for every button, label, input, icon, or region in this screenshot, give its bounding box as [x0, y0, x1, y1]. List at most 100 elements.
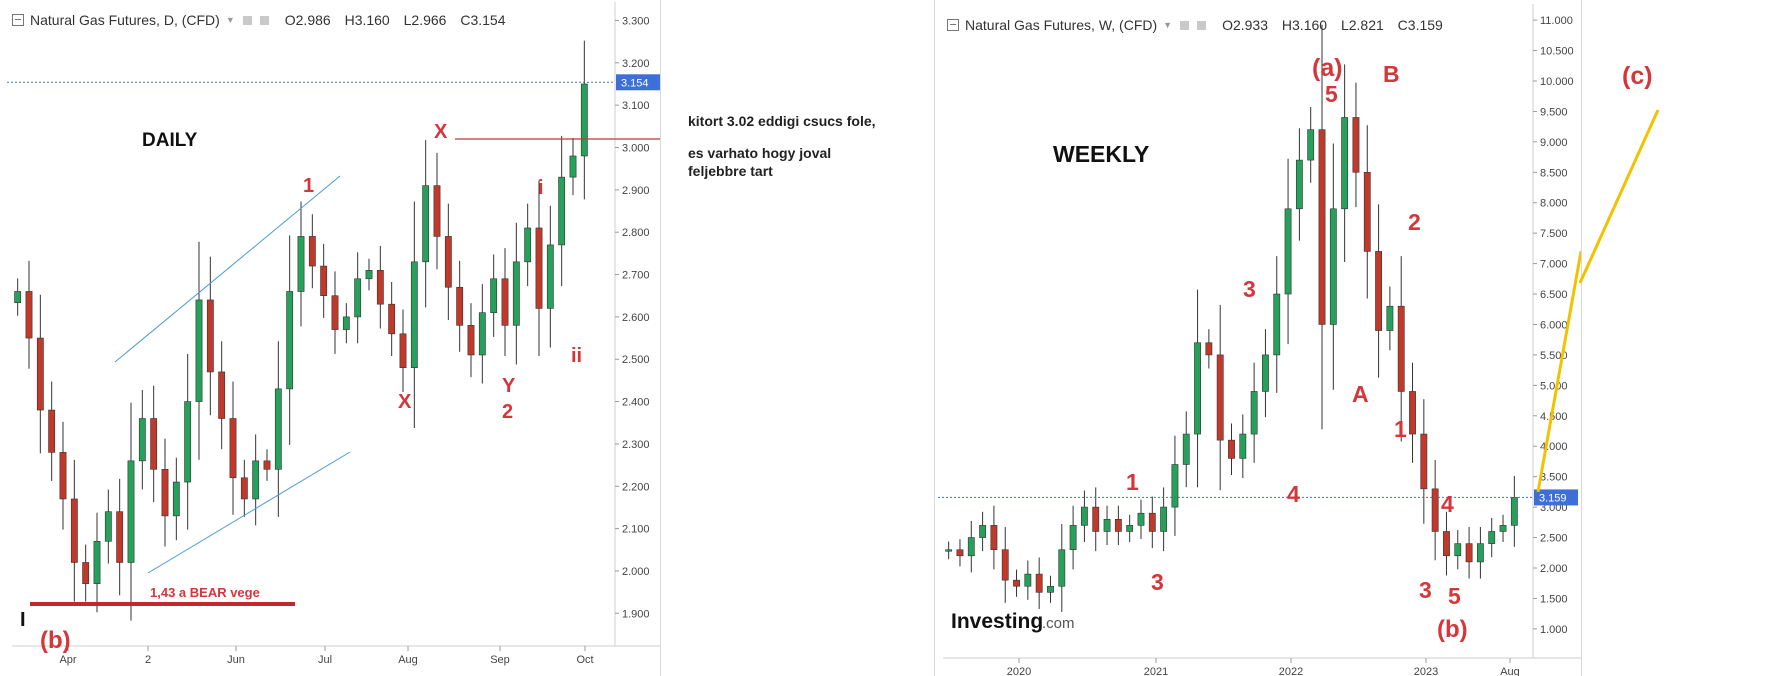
chevron-down-icon[interactable]: ▼ [1163, 20, 1173, 30]
channel-lower-line [147, 451, 351, 574]
investing-logo-suffix: .com [1042, 615, 1075, 632]
candle-body [59, 452, 67, 500]
candle-body [1069, 525, 1077, 551]
x-tick-label: 2020 [1007, 666, 1031, 676]
wave-label-1: 1 [303, 175, 314, 197]
candle-body [1081, 506, 1088, 526]
candle-body [48, 409, 56, 453]
candle-body [376, 270, 384, 305]
x-tick-label: Aug [398, 654, 418, 666]
visibility-icon[interactable] [259, 15, 269, 25]
y-tick-label: 2.600 [622, 312, 650, 324]
candle-body [116, 511, 124, 563]
candle-body [161, 469, 169, 517]
wave-label-5-right: 5 [1448, 583, 1461, 609]
candle-body [1476, 543, 1484, 563]
candle-body [558, 176, 566, 246]
candle-body [422, 185, 430, 263]
candle-body [490, 278, 498, 313]
y-tick-label: 1.000 [1540, 624, 1568, 636]
last-price-tag [616, 74, 660, 91]
candle-body [478, 312, 486, 356]
candle-body [342, 316, 350, 330]
daily-title: Natural Gas Futures, D, (CFD) [30, 12, 220, 28]
channel-upper-line [114, 175, 341, 363]
y-tick-label: 3.000 [622, 143, 650, 155]
y-tick-label: 1.900 [622, 608, 650, 620]
y-tick-label: 11.000 [1540, 15, 1573, 27]
y-tick-label: 1.500 [1540, 593, 1568, 605]
wave-label-1-left: 1 [1126, 469, 1139, 495]
candle-body [444, 236, 452, 288]
candle-body [1420, 433, 1428, 490]
y-tick-label: 2.200 [622, 481, 650, 493]
y-tick-label: 8.500 [1540, 167, 1568, 179]
y-tick-label: 2.700 [622, 270, 650, 282]
candle-body [1239, 433, 1247, 459]
open-value: O2.933 [1222, 17, 1269, 33]
wave-label-B: B [1383, 61, 1400, 87]
wave-label-ii: ii [571, 345, 582, 367]
candle-body [569, 155, 577, 178]
weekly-legend: Natural Gas Futures, W, (CFD) ▼ O2.933 H… [947, 17, 1453, 33]
candle-body [1035, 573, 1043, 593]
x-tick-label: 2 [145, 654, 151, 666]
candle-body [1194, 342, 1201, 435]
candle-body [410, 261, 418, 368]
candle-body [308, 236, 316, 267]
candle-body [1488, 531, 1496, 544]
wave-label-x-top: X [434, 121, 448, 143]
candle-body [1465, 543, 1473, 563]
candle-body [945, 549, 953, 552]
collapse-icon[interactable] [947, 19, 959, 31]
candle-body [82, 562, 90, 584]
candle-body [36, 337, 44, 411]
projection-line-extension [1578, 109, 1660, 284]
y-tick-label: 2.000 [622, 566, 650, 578]
wave-label-3-mid: 3 [1243, 276, 1256, 302]
wave-label-b: (b) [40, 627, 71, 654]
visibility-icon[interactable] [1197, 20, 1207, 30]
daily-chart-panel[interactable]: 1.900 2.000 2.100 2.200 2.300 2.400 2.500 2.600… [0, 0, 661, 676]
chevron-down-icon[interactable]: ▼ [225, 15, 235, 25]
y-tick-label: 2.800 [622, 227, 650, 239]
candle-body [172, 481, 180, 517]
candle-body [1409, 391, 1416, 435]
high-value: H3.160 [344, 12, 390, 28]
candle-body [990, 525, 998, 551]
candle-body [263, 460, 271, 470]
wave-label-3-left: 3 [1151, 569, 1164, 595]
settings-icon[interactable] [242, 15, 252, 25]
investing-logo: Investing [951, 610, 1043, 633]
y-tick-label: 3.300 [622, 15, 650, 27]
candle-body [365, 270, 373, 280]
candle-body [104, 511, 112, 542]
candle-body [1499, 525, 1507, 532]
candle-body [70, 498, 78, 563]
daily-chart[interactable]: 1.900 2.000 2.100 2.200 2.300 2.400 2.500 2.600… [0, 0, 660, 676]
candle-body [1205, 342, 1213, 356]
candle-body [1341, 117, 1349, 210]
candle-body [956, 549, 964, 557]
note-line-2: es varhato hogy joval feljebbre tart [688, 145, 832, 179]
collapse-icon[interactable] [12, 14, 24, 26]
candle-body [1295, 159, 1303, 210]
timeframe-label: WEEKLY [1053, 141, 1149, 167]
y-tick-label: 2.100 [622, 524, 650, 536]
candle-body [25, 291, 33, 339]
candle-body [501, 278, 509, 326]
y-tick-label: 9.000 [1540, 137, 1568, 149]
wave-label-2: 2 [502, 401, 513, 423]
cursor-mark: I [20, 609, 26, 631]
x-tick-label: Jun [227, 654, 245, 666]
candle-body [206, 299, 214, 373]
candle-body [1182, 433, 1190, 465]
candle-body [229, 418, 237, 479]
candle-body [184, 401, 192, 483]
candle-body [240, 477, 248, 500]
candle-body [1375, 251, 1382, 331]
weekly-chart[interactable]: 1.0001.5002.0002.5003.0003.5004.0004.500… [935, 0, 1581, 676]
settings-icon[interactable] [1180, 20, 1190, 30]
weekly-chart-panel[interactable]: 1.000 1.500 2.000 2.500 3.000 3.500 4.000 4.500… [934, 0, 1582, 676]
candle-body [320, 265, 328, 297]
